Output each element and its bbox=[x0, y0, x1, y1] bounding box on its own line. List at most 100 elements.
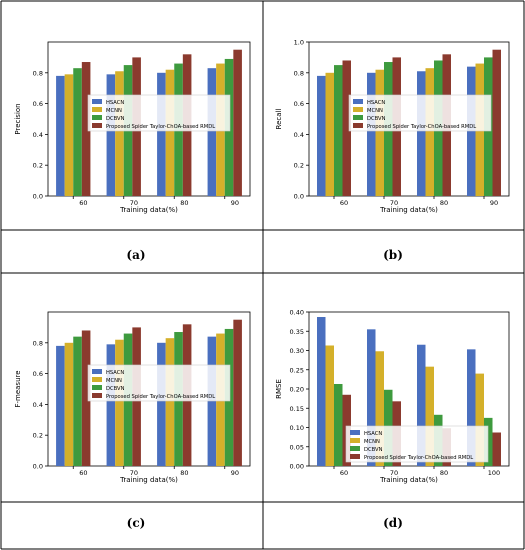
x-tick-label: 60 bbox=[340, 199, 348, 207]
legend-label: Proposed Spider Taylor-ChOA-based RMDL bbox=[106, 124, 215, 130]
legend-box bbox=[348, 94, 492, 132]
y-tick-label: 0.8 bbox=[33, 339, 43, 347]
plot-area bbox=[308, 41, 510, 197]
y-axis-label: F-measure bbox=[14, 370, 22, 407]
x-tick-label: 70 bbox=[130, 199, 138, 207]
bar bbox=[106, 344, 116, 466]
bar bbox=[115, 339, 124, 466]
bar bbox=[207, 336, 217, 466]
panel-caption: (a) bbox=[126, 248, 145, 262]
legend-swatch bbox=[353, 99, 363, 104]
legend-label: MCNN bbox=[106, 108, 122, 114]
bar bbox=[73, 336, 82, 466]
legend-swatch bbox=[92, 99, 102, 104]
bar bbox=[425, 68, 434, 196]
bar bbox=[233, 319, 242, 466]
y-tick-label: 1.0 bbox=[294, 39, 304, 47]
bar bbox=[334, 383, 343, 466]
bar bbox=[367, 329, 376, 466]
bar bbox=[417, 344, 426, 466]
x-tick-label: 70 bbox=[390, 199, 398, 207]
legend-swatch bbox=[92, 369, 102, 374]
legend-label: MCNN bbox=[106, 378, 122, 384]
bar bbox=[467, 66, 476, 196]
bar bbox=[334, 65, 343, 196]
bar bbox=[106, 74, 116, 196]
bar bbox=[325, 72, 334, 196]
legend-swatch bbox=[353, 123, 363, 128]
x-tick-label: 60 bbox=[79, 469, 87, 477]
bar bbox=[417, 71, 426, 196]
legend-swatch bbox=[353, 115, 363, 120]
y-tick-label: 0.10 bbox=[290, 424, 304, 432]
legend-swatch bbox=[350, 430, 360, 435]
y-tick-label: 0.2 bbox=[33, 162, 43, 170]
y-tick-label: 0.6 bbox=[33, 370, 43, 378]
legend-label: DCBVN bbox=[106, 386, 125, 392]
bar bbox=[157, 342, 166, 466]
y-tick-label: 0.4 bbox=[33, 401, 43, 409]
legend-swatch bbox=[92, 107, 102, 112]
bar bbox=[367, 72, 376, 196]
legend-label: MCNN bbox=[367, 108, 383, 114]
y-axis-label: Precision bbox=[14, 103, 22, 134]
legend-swatch bbox=[350, 454, 360, 459]
legend-label: Proposed Spider Taylor-ChOA-based RMDL bbox=[367, 124, 476, 130]
y-tick-label: 0.15 bbox=[290, 405, 304, 413]
legend-label: Proposed Spider Taylor-ChOA-based RMDL bbox=[364, 455, 473, 461]
bar bbox=[56, 345, 65, 466]
legend: HSACN MCNN DCBVN Proposed Spider Taylor-ChO… bbox=[348, 94, 492, 132]
bar bbox=[207, 68, 217, 196]
panel-caption: (c) bbox=[127, 516, 146, 530]
y-tick-label: 0.8 bbox=[294, 69, 304, 77]
x-axis-label: Training data(%) bbox=[119, 476, 178, 484]
x-tick-label: 80 bbox=[440, 199, 448, 207]
y-tick-label: 0.00 bbox=[290, 463, 304, 471]
legend-box bbox=[87, 94, 231, 132]
legend: HSACN MCNN DCBVN Proposed Spider Taylor-ChO… bbox=[87, 94, 231, 132]
bar bbox=[492, 49, 501, 197]
legend-swatch bbox=[92, 385, 102, 390]
bar bbox=[115, 71, 124, 196]
y-tick-label: 0.20 bbox=[290, 386, 304, 394]
chart-panel-c: 0.0 0.2 0.4 0.6 0.8 60 70 80 90 Training data(%) F… bbox=[14, 311, 251, 530]
bar bbox=[325, 345, 334, 466]
y-axis-label: RMSE bbox=[275, 379, 283, 399]
legend-swatch bbox=[350, 446, 360, 451]
x-axis-label: Training data(%) bbox=[119, 206, 178, 214]
legend-label: DCBVN bbox=[364, 447, 383, 453]
x-tick-label: 60 bbox=[340, 469, 348, 477]
bar bbox=[375, 351, 384, 466]
legend: HSACN MCNN DCBVN Proposed Spider Taylor-ChO… bbox=[345, 425, 489, 463]
bar bbox=[81, 62, 91, 196]
bar bbox=[233, 49, 242, 197]
legend: HSACN MCNN DCBVN Proposed Spider Taylor-ChO… bbox=[87, 364, 231, 402]
x-tick-label: 60 bbox=[79, 199, 87, 207]
legend-label: HSACN bbox=[367, 100, 385, 106]
x-tick-label: 100 bbox=[488, 469, 500, 477]
x-axis-label: Training data(%) bbox=[379, 206, 438, 214]
bar bbox=[375, 69, 384, 196]
x-tick-label: 90 bbox=[231, 469, 239, 477]
x-tick-label: 80 bbox=[440, 469, 448, 477]
legend-label: HSACN bbox=[106, 370, 124, 376]
bar bbox=[342, 60, 351, 197]
bar bbox=[64, 342, 74, 466]
chart-panel-b: 0.0 0.2 0.4 0.6 0.8 1.0 60 70 80 90 Training data(… bbox=[275, 39, 510, 262]
bar bbox=[73, 68, 82, 196]
x-tick-label: 90 bbox=[490, 199, 498, 207]
y-tick-label: 0.05 bbox=[290, 443, 304, 451]
y-tick-label: 0.6 bbox=[33, 100, 43, 108]
bar bbox=[475, 373, 484, 466]
bar bbox=[317, 317, 326, 466]
plot-area bbox=[47, 311, 251, 467]
y-tick-label: 0.8 bbox=[33, 69, 43, 77]
y-tick-label: 0.0 bbox=[33, 463, 43, 471]
bar bbox=[157, 72, 166, 196]
y-tick-label: 0.4 bbox=[294, 131, 304, 139]
y-tick-label: 0.30 bbox=[290, 347, 304, 355]
legend-swatch bbox=[92, 123, 102, 128]
legend-label: MCNN bbox=[364, 439, 380, 445]
